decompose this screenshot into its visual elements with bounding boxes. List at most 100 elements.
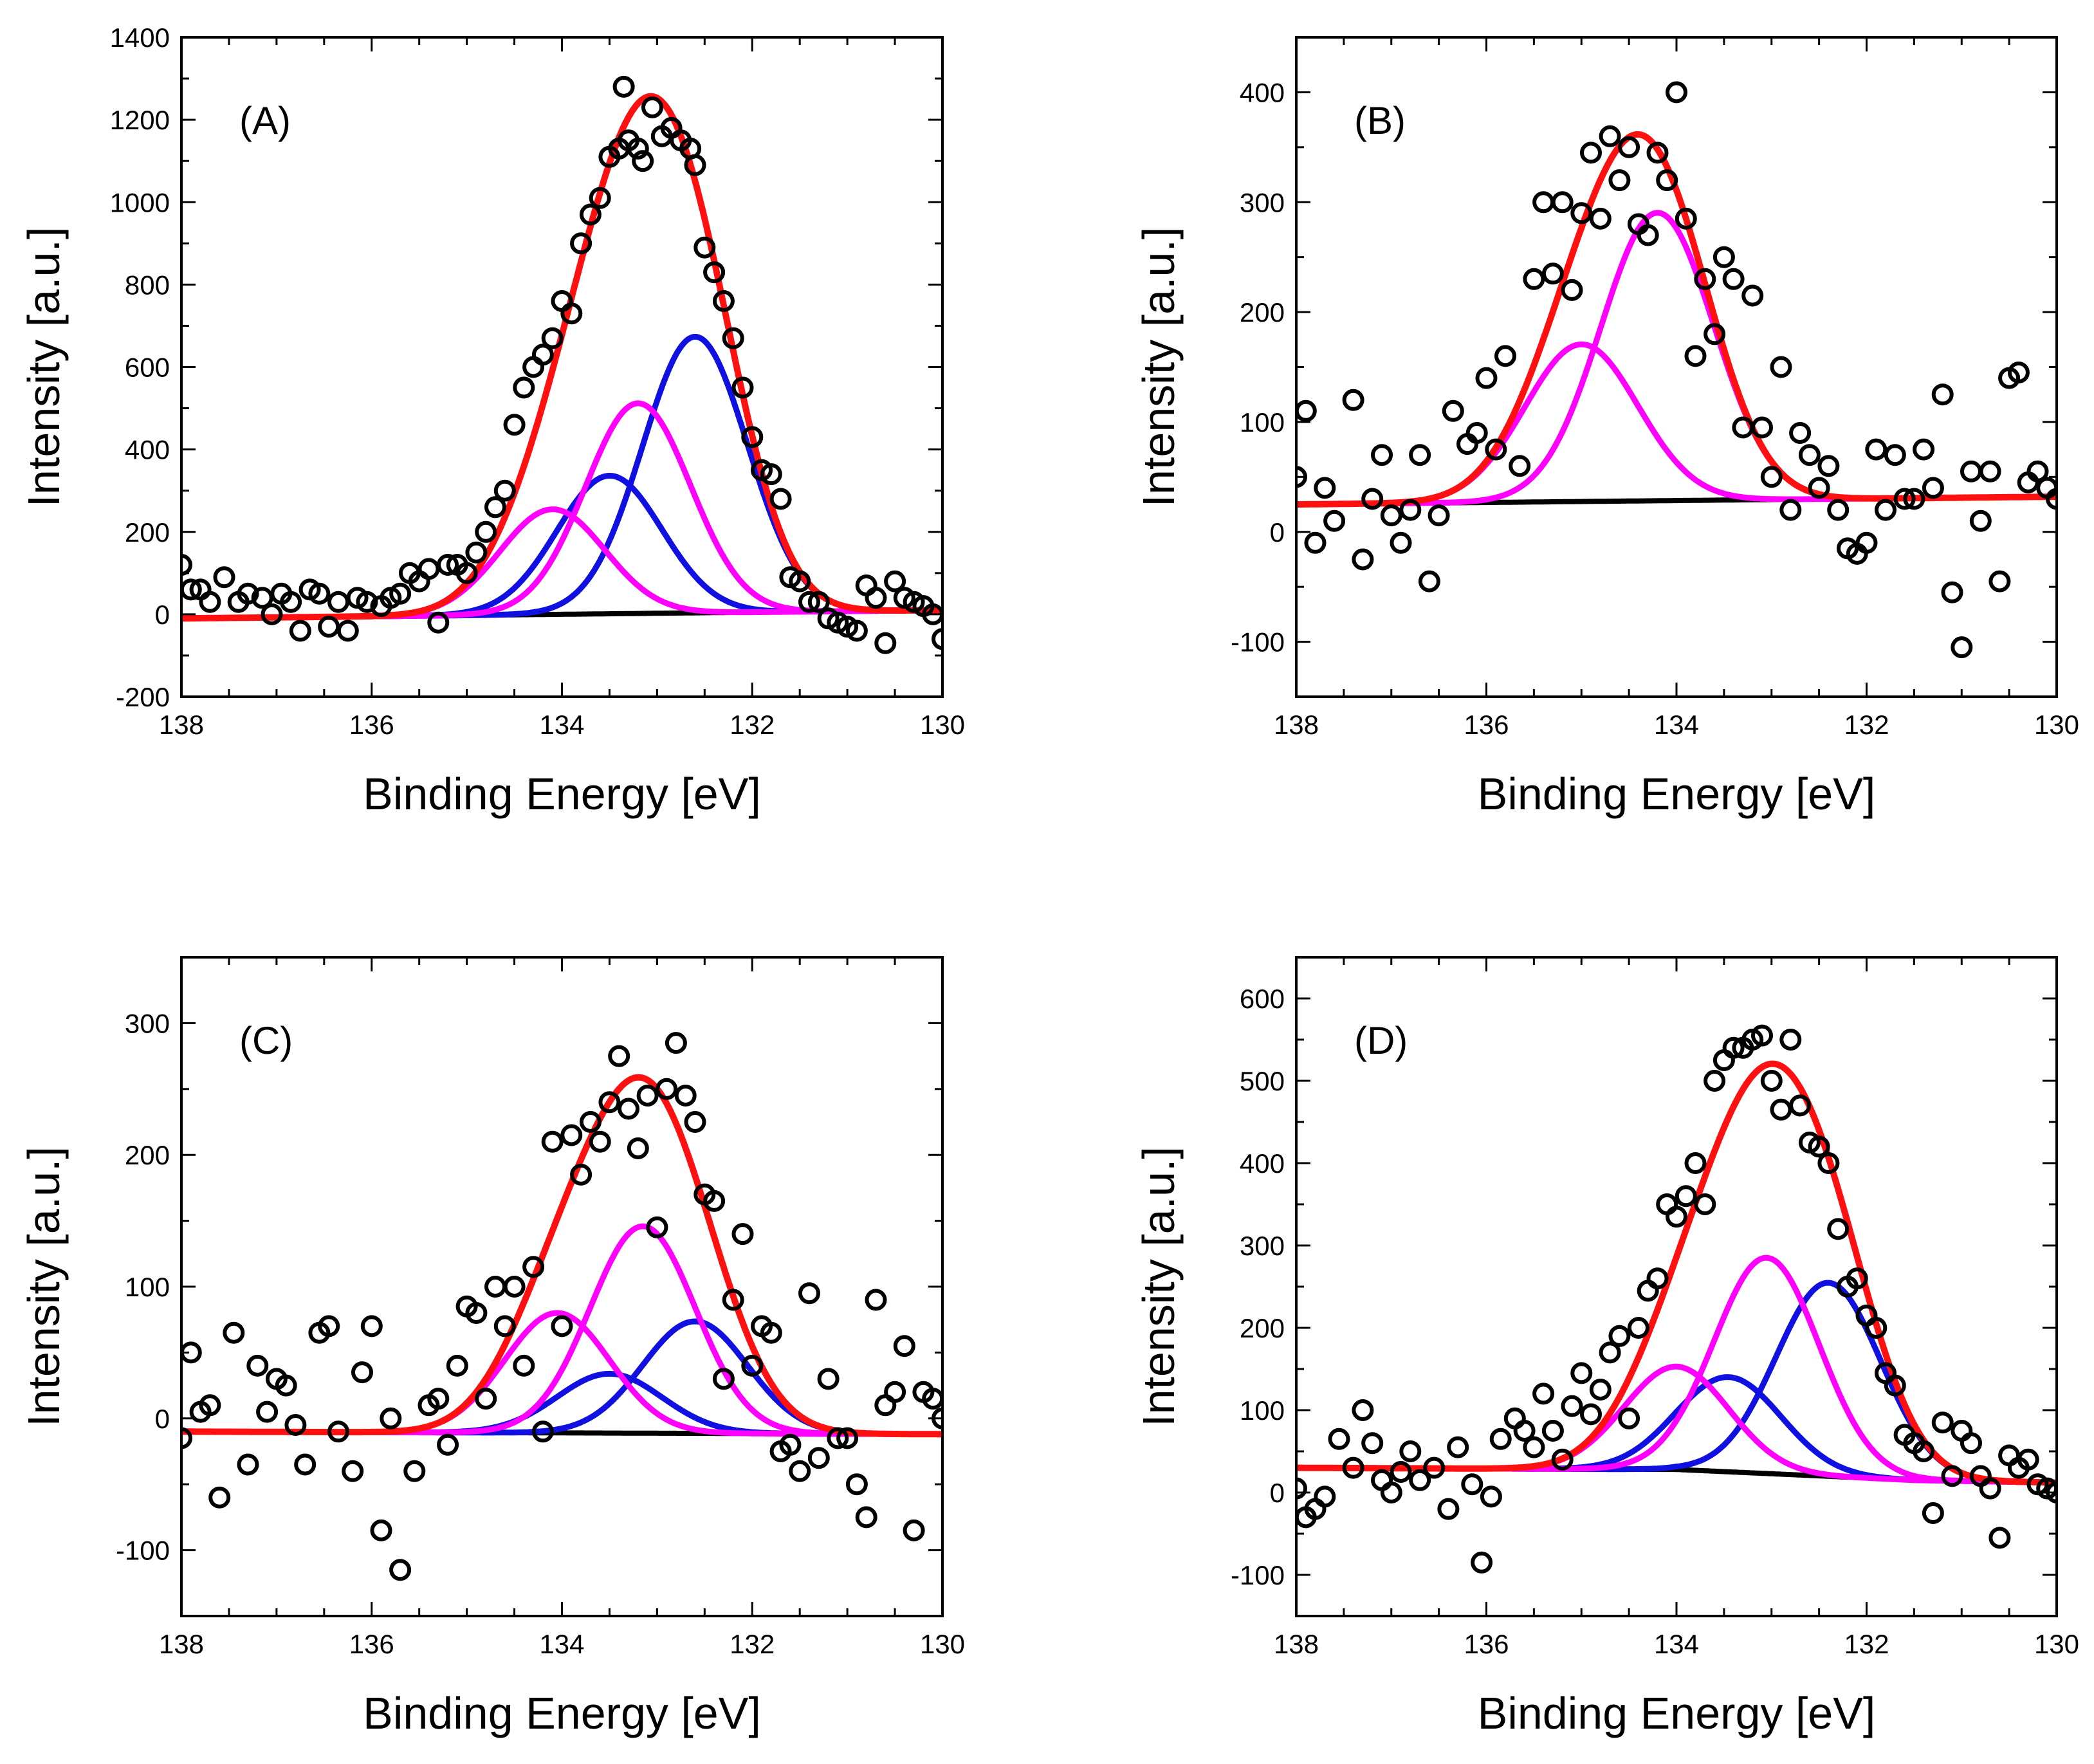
data-point (1296, 1477, 1307, 1500)
data-point (632, 150, 654, 172)
data-point (656, 1078, 678, 1100)
peak-magenta-2 (1296, 341, 2057, 508)
data-point (181, 1427, 192, 1449)
data-point (223, 1321, 245, 1344)
data-point (703, 1190, 726, 1212)
data-point (318, 616, 340, 638)
data-point (199, 591, 221, 613)
x-tick-label: 136 (349, 1629, 394, 1659)
data-point (741, 1354, 764, 1377)
data-point (503, 1276, 526, 1298)
data-point (1475, 367, 1498, 389)
data-point (855, 1506, 877, 1529)
y-tick-label: 1400 (110, 23, 170, 53)
x-tick-label: 134 (539, 1629, 584, 1659)
data-point (1684, 1152, 1707, 1174)
data-point (1988, 1527, 2011, 1549)
data-point (665, 1032, 687, 1054)
panel-label: (C) (239, 1019, 293, 1062)
data-point (1713, 1049, 1735, 1071)
data-point (789, 1460, 811, 1482)
data-point (389, 1559, 412, 1581)
data-point (1532, 1383, 1555, 1405)
data-point (475, 1388, 497, 1410)
data-point (836, 1427, 859, 1449)
data-point (1913, 438, 1935, 461)
data-point (1523, 1436, 1545, 1458)
x-tick-label: 138 (159, 1629, 204, 1659)
data-point (289, 620, 311, 642)
data-point (1941, 1465, 1963, 1487)
data-point (1580, 1403, 1602, 1426)
x-axis-label: Binding Energy [eV] (363, 769, 761, 819)
data-point (181, 554, 192, 576)
y-tick-label: 200 (125, 517, 170, 547)
data-point (455, 562, 478, 584)
data-point (1988, 570, 2011, 593)
data-point (360, 1315, 383, 1337)
data-point (884, 570, 906, 593)
data-point (336, 620, 359, 642)
data-point (1570, 1362, 1593, 1384)
data-point (1371, 444, 1393, 466)
data-point (342, 1460, 364, 1482)
data-point (560, 1124, 583, 1146)
data-point (712, 1368, 735, 1390)
y-axis-label: Intensity [a.u.] (1134, 1146, 1184, 1427)
data-point (280, 591, 302, 613)
data-point (1618, 136, 1640, 158)
data-point (427, 1388, 450, 1410)
data-point (1884, 1374, 1906, 1397)
x-tick-label: 130 (2034, 710, 2079, 740)
envelope-fit (1296, 131, 2057, 508)
data-point (1969, 510, 1992, 532)
data-point (1979, 460, 2001, 482)
data-point (465, 541, 488, 564)
data-point (1541, 262, 1564, 285)
data-point (1646, 142, 1669, 164)
data-point (769, 488, 792, 510)
data-point (1428, 504, 1450, 527)
data-point (845, 620, 868, 642)
data-point (1409, 444, 1431, 466)
data-point (1390, 531, 1412, 554)
data-point (789, 570, 811, 593)
data-point (1570, 202, 1593, 225)
x-tick-label: 132 (1844, 1629, 1889, 1659)
data-point (1461, 1473, 1483, 1496)
data-point (807, 591, 830, 613)
data-point (570, 1163, 592, 1186)
data-point (641, 96, 663, 118)
data-point (1371, 1469, 1393, 1491)
data-point (1770, 1098, 1792, 1121)
data-point (1951, 636, 1973, 659)
data-point (1380, 504, 1402, 527)
y-tick-label: 300 (1240, 187, 1285, 217)
data-point (531, 1420, 554, 1443)
data-point (1684, 345, 1707, 367)
panel-b: 138 136 134 132 130 -100 0 100 200 300 400 Binding … (1134, 36, 2079, 819)
x-axis-label: Binding Energy [eV] (363, 1688, 761, 1738)
data-point (1352, 548, 1374, 571)
data-point (213, 566, 235, 589)
envelope-fit (1296, 1060, 2057, 1486)
data-point (1827, 499, 1850, 521)
data-point (531, 344, 554, 366)
data-point (1694, 268, 1716, 290)
data-point (261, 603, 283, 625)
peak-blue-1 (1296, 1280, 2057, 1486)
data-point (2046, 488, 2057, 510)
data-point (1884, 444, 1906, 466)
data-point (608, 1045, 630, 1067)
data-point (1390, 1461, 1412, 1483)
data-point (1827, 1218, 1850, 1240)
data-point (1489, 1428, 1512, 1450)
data-point (1361, 488, 1384, 510)
data-point (1509, 455, 1531, 477)
data-point (1675, 1185, 1697, 1208)
y-axis-label: Intensity [a.u.] (19, 227, 69, 508)
data-point (1855, 531, 1878, 554)
data-point (1437, 1498, 1460, 1520)
data-point (741, 426, 764, 448)
x-tick-label: 130 (2034, 1629, 2079, 1659)
